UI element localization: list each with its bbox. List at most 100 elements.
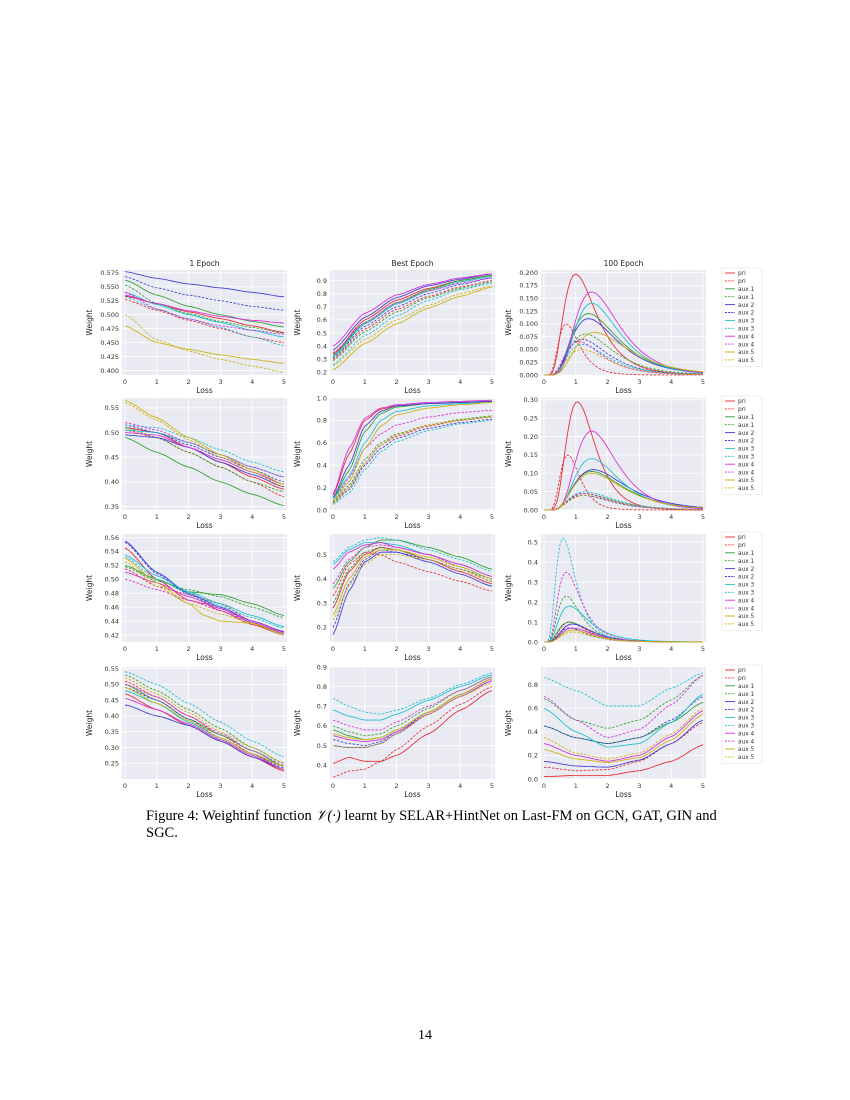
x-axis-label: Loss — [404, 521, 421, 530]
series-line — [124, 547, 285, 636]
y-tick-label: 0.40 — [105, 712, 119, 720]
y-tick-label: 0.4 — [317, 575, 327, 583]
series-line — [332, 554, 493, 621]
x-tick-label: 4 — [669, 513, 673, 521]
y-tick-label: 0.44 — [105, 617, 119, 625]
y-tick-label: 0.400 — [100, 367, 119, 375]
series-line — [124, 556, 285, 629]
x-tick-label: 0 — [542, 645, 546, 653]
x-axis-label: Loss — [615, 386, 632, 395]
y-tick-label: 0.20 — [524, 433, 538, 441]
x-tick-label: 4 — [669, 782, 673, 790]
y-tick-label: 0.45 — [105, 454, 119, 462]
x-tick-label: 4 — [250, 513, 254, 521]
y-tick-label: 0.55 — [105, 665, 119, 673]
series-line — [544, 744, 704, 778]
series-line — [124, 554, 285, 628]
y-tick-label: 0.8 — [317, 417, 327, 425]
legend-label: aux 4 — [738, 462, 754, 468]
y-tick-label: 0.4 — [528, 728, 538, 736]
chart-panel: 0 1 2 3 4 5 0.42 0.44 0.46 0.48 0.50 0.52 0.54 0.56 Lo… — [85, 534, 287, 662]
legend-label: aux 3 — [738, 583, 754, 589]
x-tick-label: 3 — [637, 378, 641, 386]
legend-label: pri — [738, 676, 746, 682]
series-line — [332, 277, 493, 354]
legend-label: aux 4 — [738, 731, 754, 737]
x-tick-label: 4 — [669, 378, 673, 386]
legend-label: aux 4 — [738, 598, 754, 604]
legend-box — [721, 267, 763, 368]
legend-label: aux 4 — [738, 470, 754, 476]
plot-area — [541, 398, 706, 510]
x-tick-label: 1 — [574, 645, 578, 653]
chart-panel: 0 1 2 3 4 5 0.0 0.2 0.4 0.6 0.8 Loss Weight pri pri aux… — [504, 664, 763, 799]
y-tick-label: 0.5 — [317, 742, 327, 750]
series-line — [332, 674, 493, 721]
series-line — [543, 696, 704, 745]
x-tick-label: 4 — [669, 645, 673, 653]
y-tick-label: 0.125 — [519, 307, 538, 315]
y-axis-label: Weight — [504, 309, 513, 335]
y-tick-label: 0.4 — [317, 762, 327, 770]
series-line — [332, 282, 493, 365]
chart-title: 100 Epoch — [604, 259, 644, 268]
chart-panel: 0 1 2 3 4 5 0.0 0.1 0.2 0.3 0.4 0.5 Loss Weight pri pri… — [504, 531, 763, 662]
y-axis-label: Weight — [504, 575, 513, 601]
x-tick-label: 2 — [395, 378, 399, 386]
x-tick-label: 3 — [637, 513, 641, 521]
x-tick-label: 2 — [606, 513, 610, 521]
y-tick-label: 0.050 — [519, 346, 538, 354]
y-tick-label: 0.50 — [105, 429, 119, 437]
caption-suffix: learnt by SELAR+HintNet on Last-FM on GC… — [146, 808, 717, 841]
series-line — [544, 472, 704, 511]
series-line — [332, 676, 493, 737]
y-tick-label: 0.575 — [100, 269, 119, 277]
y-tick-label: 0.6 — [317, 722, 327, 730]
legend-label: aux 5 — [738, 478, 754, 484]
y-tick-label: 0.55 — [105, 404, 119, 412]
series-line — [332, 273, 493, 347]
series-line — [124, 279, 285, 328]
y-tick-label: 0.8 — [528, 681, 538, 689]
y-axis-label: Weight — [293, 309, 302, 335]
series-line — [124, 427, 285, 493]
series-line — [124, 434, 285, 488]
series-line — [543, 710, 704, 762]
legend-label: aux 3 — [738, 716, 754, 722]
legend-label: aux 4 — [738, 334, 754, 340]
chart-panel: 0 1 2 3 4 5 0.2 0.3 0.4 0.5 0.6 0.7 0.8 0.9 Loss Weight… — [293, 259, 495, 395]
legend-label: aux 3 — [738, 327, 754, 333]
y-tick-label: 0.525 — [100, 297, 119, 305]
x-tick-label: 4 — [250, 782, 254, 790]
series-line — [544, 323, 703, 376]
x-tick-label: 2 — [395, 513, 399, 521]
x-tick-label: 3 — [637, 782, 641, 790]
x-tick-label: 5 — [701, 513, 705, 521]
x-tick-label: 0 — [331, 513, 335, 521]
series-line — [332, 549, 493, 616]
legend-label: pri — [738, 399, 746, 405]
figure-caption: Figure 4: Weightinf function 𝒱(·) learnt… — [146, 808, 726, 842]
legend-label: aux 1 — [738, 559, 754, 565]
x-tick-label: 3 — [218, 782, 222, 790]
legend-box — [721, 395, 763, 496]
y-tick-label: 0.2 — [528, 598, 538, 606]
series-line — [544, 631, 703, 643]
x-tick-label: 2 — [187, 782, 191, 790]
y-axis-label: Weight — [293, 441, 302, 467]
x-tick-label: 3 — [218, 378, 222, 386]
series-line — [332, 402, 492, 500]
y-axis-label: Weight — [504, 710, 513, 736]
series-line — [543, 693, 704, 748]
legend-label: aux 3 — [738, 319, 754, 325]
y-tick-label: 0.200 — [519, 269, 538, 277]
y-tick-label: 0.35 — [105, 728, 119, 736]
y-tick-label: 0.48 — [105, 590, 119, 598]
figure-grid: 0 1 2 3 4 50.4000.4250.4500.4750.5000.5250.55… — [85, 259, 763, 799]
y-tick-label: 0.9 — [317, 663, 327, 671]
series-line — [124, 291, 285, 335]
y-tick-label: 0.6 — [317, 316, 327, 324]
plot-area — [122, 398, 287, 510]
